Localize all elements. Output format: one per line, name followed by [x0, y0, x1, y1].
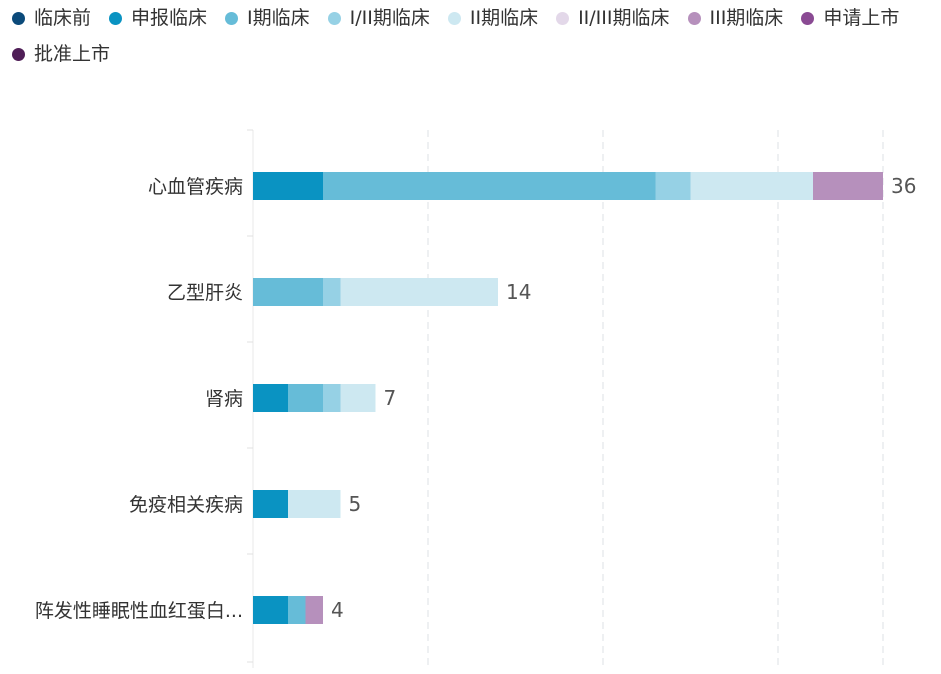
- legend-swatch: [225, 12, 239, 25]
- legend-label: 申请上市: [823, 7, 900, 29]
- bar-segment: [305, 596, 323, 624]
- legend-swatch: [801, 12, 815, 25]
- legend-item[interactable]: 申请上市: [801, 6, 899, 31]
- legend-swatch: [12, 12, 25, 25]
- bar-segment: [253, 384, 288, 412]
- legend-item[interactable]: II期临床: [447, 6, 539, 31]
- bar-segment: [323, 384, 341, 412]
- category-label: 阵发性睡眠性血红蛋白...: [35, 600, 243, 622]
- bar-segment: [253, 278, 323, 306]
- legend-label: II/III期临床: [578, 7, 670, 29]
- bar-segment: [655, 172, 691, 200]
- total-value-label: 36: [891, 174, 916, 198]
- bar-segment: [323, 278, 341, 306]
- bar-segment: [340, 384, 376, 412]
- bar-segment: [253, 172, 323, 200]
- legend-swatch: [447, 12, 461, 25]
- legend-swatch: [556, 12, 570, 25]
- total-value-label: 5: [349, 492, 362, 516]
- legend-swatch: [109, 12, 123, 25]
- bar-segment: [323, 172, 656, 200]
- total-value-label: 14: [506, 280, 531, 304]
- bar-segment: [253, 596, 288, 624]
- bar-segment: [288, 384, 323, 412]
- bar-segment: [253, 490, 288, 518]
- legend-label: III期临床: [709, 7, 784, 29]
- legend-item[interactable]: III期临床: [687, 6, 784, 31]
- legend-label: I期临床: [247, 7, 310, 29]
- legend-label: 申报临床: [131, 7, 208, 29]
- legend-item[interactable]: 批准上市: [12, 42, 110, 67]
- legend-item[interactable]: I/II期临床: [327, 6, 430, 31]
- total-value-label: 4: [331, 598, 344, 622]
- legend-swatch: [687, 12, 701, 25]
- legend-item[interactable]: II/III期临床: [556, 6, 670, 31]
- category-label: 免疫相关疾病: [129, 494, 243, 516]
- chart-legend: 临床前 申报临床 I期临床 I/II期临床 II期临床 II/III期临床 III期临床 申请…: [12, 6, 932, 67]
- legend-label: II期临床: [469, 7, 539, 29]
- category-label: 乙型肝炎: [167, 282, 243, 304]
- legend-label: 批准上市: [34, 43, 111, 65]
- bar-segment: [288, 596, 306, 624]
- legend-label: I/II期临床: [349, 7, 430, 29]
- bar-segment: [288, 490, 341, 518]
- category-label: 肾病: [205, 388, 243, 410]
- legend-swatch: [12, 48, 25, 61]
- legend-swatch: [327, 12, 341, 25]
- bar-segment: [690, 172, 813, 200]
- bar-segment: [340, 278, 498, 306]
- category-label: 心血管疾病: [148, 176, 243, 198]
- total-value-label: 7: [384, 386, 397, 410]
- legend-item[interactable]: 申报临床: [109, 6, 207, 31]
- legend-label: 临床前: [34, 7, 92, 29]
- legend-item[interactable]: 临床前: [12, 6, 91, 31]
- legend-item[interactable]: I期临床: [225, 6, 310, 31]
- bar-segment: [813, 172, 883, 200]
